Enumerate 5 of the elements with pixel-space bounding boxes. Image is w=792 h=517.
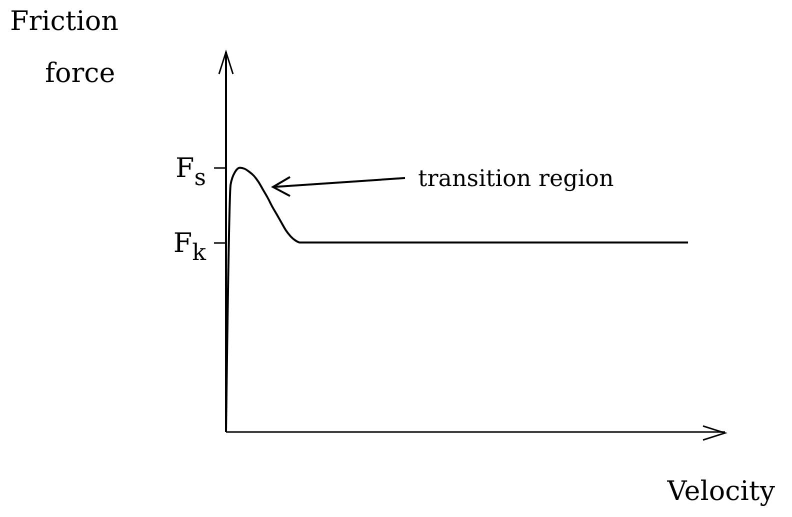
x-axis-title: Velocity: [666, 476, 776, 507]
y-axis-title: Friction force: [10, 6, 119, 89]
annotation: transition region: [418, 166, 614, 192]
text: F$_{s}$: [175, 153, 206, 192]
text: F$_{k}$: [173, 228, 208, 266]
